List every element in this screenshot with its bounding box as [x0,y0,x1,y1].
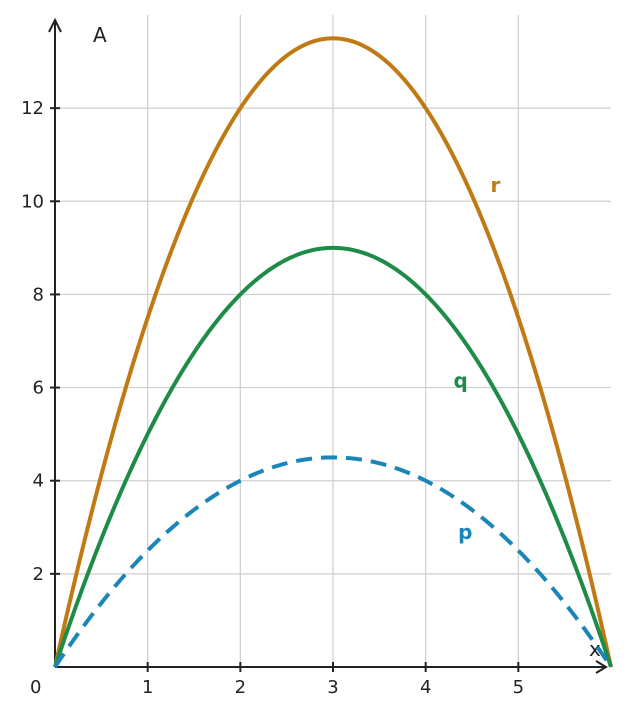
x-tick-label-3: 3 [327,677,338,698]
series-line-q [53,245,613,668]
series-line-r [53,36,613,668]
series-label-q: q [453,369,467,393]
y-axis-arrow [48,17,62,33]
series-labels: r q p [453,173,500,544]
y-tick-label-4: 4 [33,471,44,492]
series-line-p [53,455,613,669]
x-axis-label: x [589,637,601,661]
y-tick-label-8: 8 [33,284,44,305]
series [53,36,613,669]
origin-label: 0 [30,677,41,698]
x-tick-label-5: 5 [513,677,524,698]
y-tick-label-10: 10 [21,191,44,212]
series-label-p: p [458,520,472,544]
axes: x A 0 [30,17,608,698]
x-tick-label-1: 1 [142,677,153,698]
x-tick-label-4: 4 [420,677,431,698]
y-tick-label-12: 12 [21,98,44,119]
x-axis-arrow [595,660,608,674]
grid [55,15,611,667]
y-tick-label-6: 6 [33,378,44,399]
x-tick-label-2: 2 [235,677,246,698]
series-label-r: r [491,173,501,197]
y-tick-label-2: 2 [33,564,44,585]
y-axis-label: A [93,23,107,47]
